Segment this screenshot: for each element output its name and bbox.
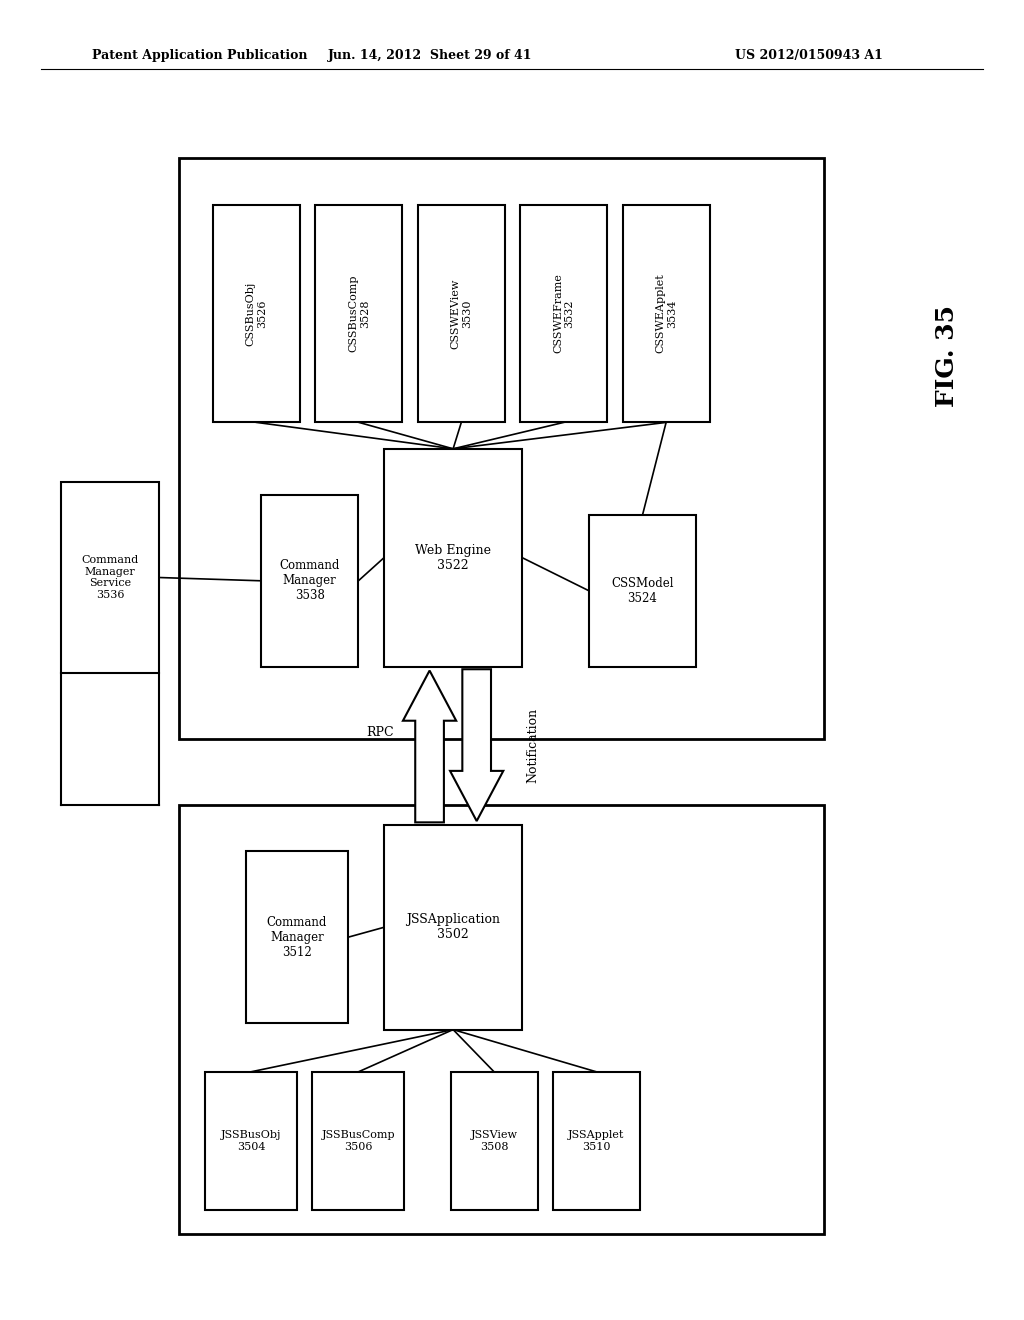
Text: Web Engine
3522: Web Engine 3522 <box>415 544 492 572</box>
Text: Command
Manager
3512: Command Manager 3512 <box>267 916 327 958</box>
Text: JSSBusComp
3506: JSSBusComp 3506 <box>322 1130 395 1152</box>
Bar <box>179 805 824 1234</box>
Bar <box>589 515 696 667</box>
Bar <box>418 205 505 422</box>
Text: CSSWEApplet
3534: CSSWEApplet 3534 <box>655 273 677 354</box>
Bar <box>261 495 358 667</box>
FancyArrow shape <box>402 671 457 822</box>
Bar <box>384 825 522 1030</box>
Text: JSSApplication
3502: JSSApplication 3502 <box>407 913 500 941</box>
Text: JSSView
3508: JSSView 3508 <box>471 1130 517 1152</box>
Text: JSSBusObj
3504: JSSBusObj 3504 <box>220 1130 282 1152</box>
Bar <box>623 205 710 422</box>
FancyArrow shape <box>451 669 504 821</box>
Bar <box>179 158 824 739</box>
Bar <box>213 205 300 422</box>
Text: CSSWEFrame
3532: CSSWEFrame 3532 <box>553 273 574 354</box>
Text: FIG. 35: FIG. 35 <box>935 305 959 408</box>
Text: US 2012/0150943 A1: US 2012/0150943 A1 <box>735 49 883 62</box>
Text: Command
Manager
Service
3536: Command Manager Service 3536 <box>82 556 138 599</box>
Bar <box>312 1072 404 1210</box>
Text: Patent Application Publication: Patent Application Publication <box>92 49 307 62</box>
Bar <box>315 205 402 422</box>
Bar <box>61 482 159 673</box>
Bar <box>451 1072 538 1210</box>
Text: JSSApplet
3510: JSSApplet 3510 <box>568 1130 625 1152</box>
Text: CSSBusComp
3528: CSSBusComp 3528 <box>348 275 370 352</box>
Bar <box>205 1072 297 1210</box>
Text: Notification: Notification <box>526 709 540 783</box>
Bar <box>246 851 348 1023</box>
Text: Command
Manager
3538: Command Manager 3538 <box>280 560 340 602</box>
Text: CSSWEView
3530: CSSWEView 3530 <box>451 279 472 348</box>
Text: CSSModel
3524: CSSModel 3524 <box>611 577 674 605</box>
Bar <box>384 449 522 667</box>
Text: Jun. 14, 2012  Sheet 29 of 41: Jun. 14, 2012 Sheet 29 of 41 <box>328 49 532 62</box>
Text: CSSBusObj
3526: CSSBusObj 3526 <box>246 281 267 346</box>
Bar <box>553 1072 640 1210</box>
Bar <box>520 205 607 422</box>
Text: RPC: RPC <box>367 726 394 739</box>
